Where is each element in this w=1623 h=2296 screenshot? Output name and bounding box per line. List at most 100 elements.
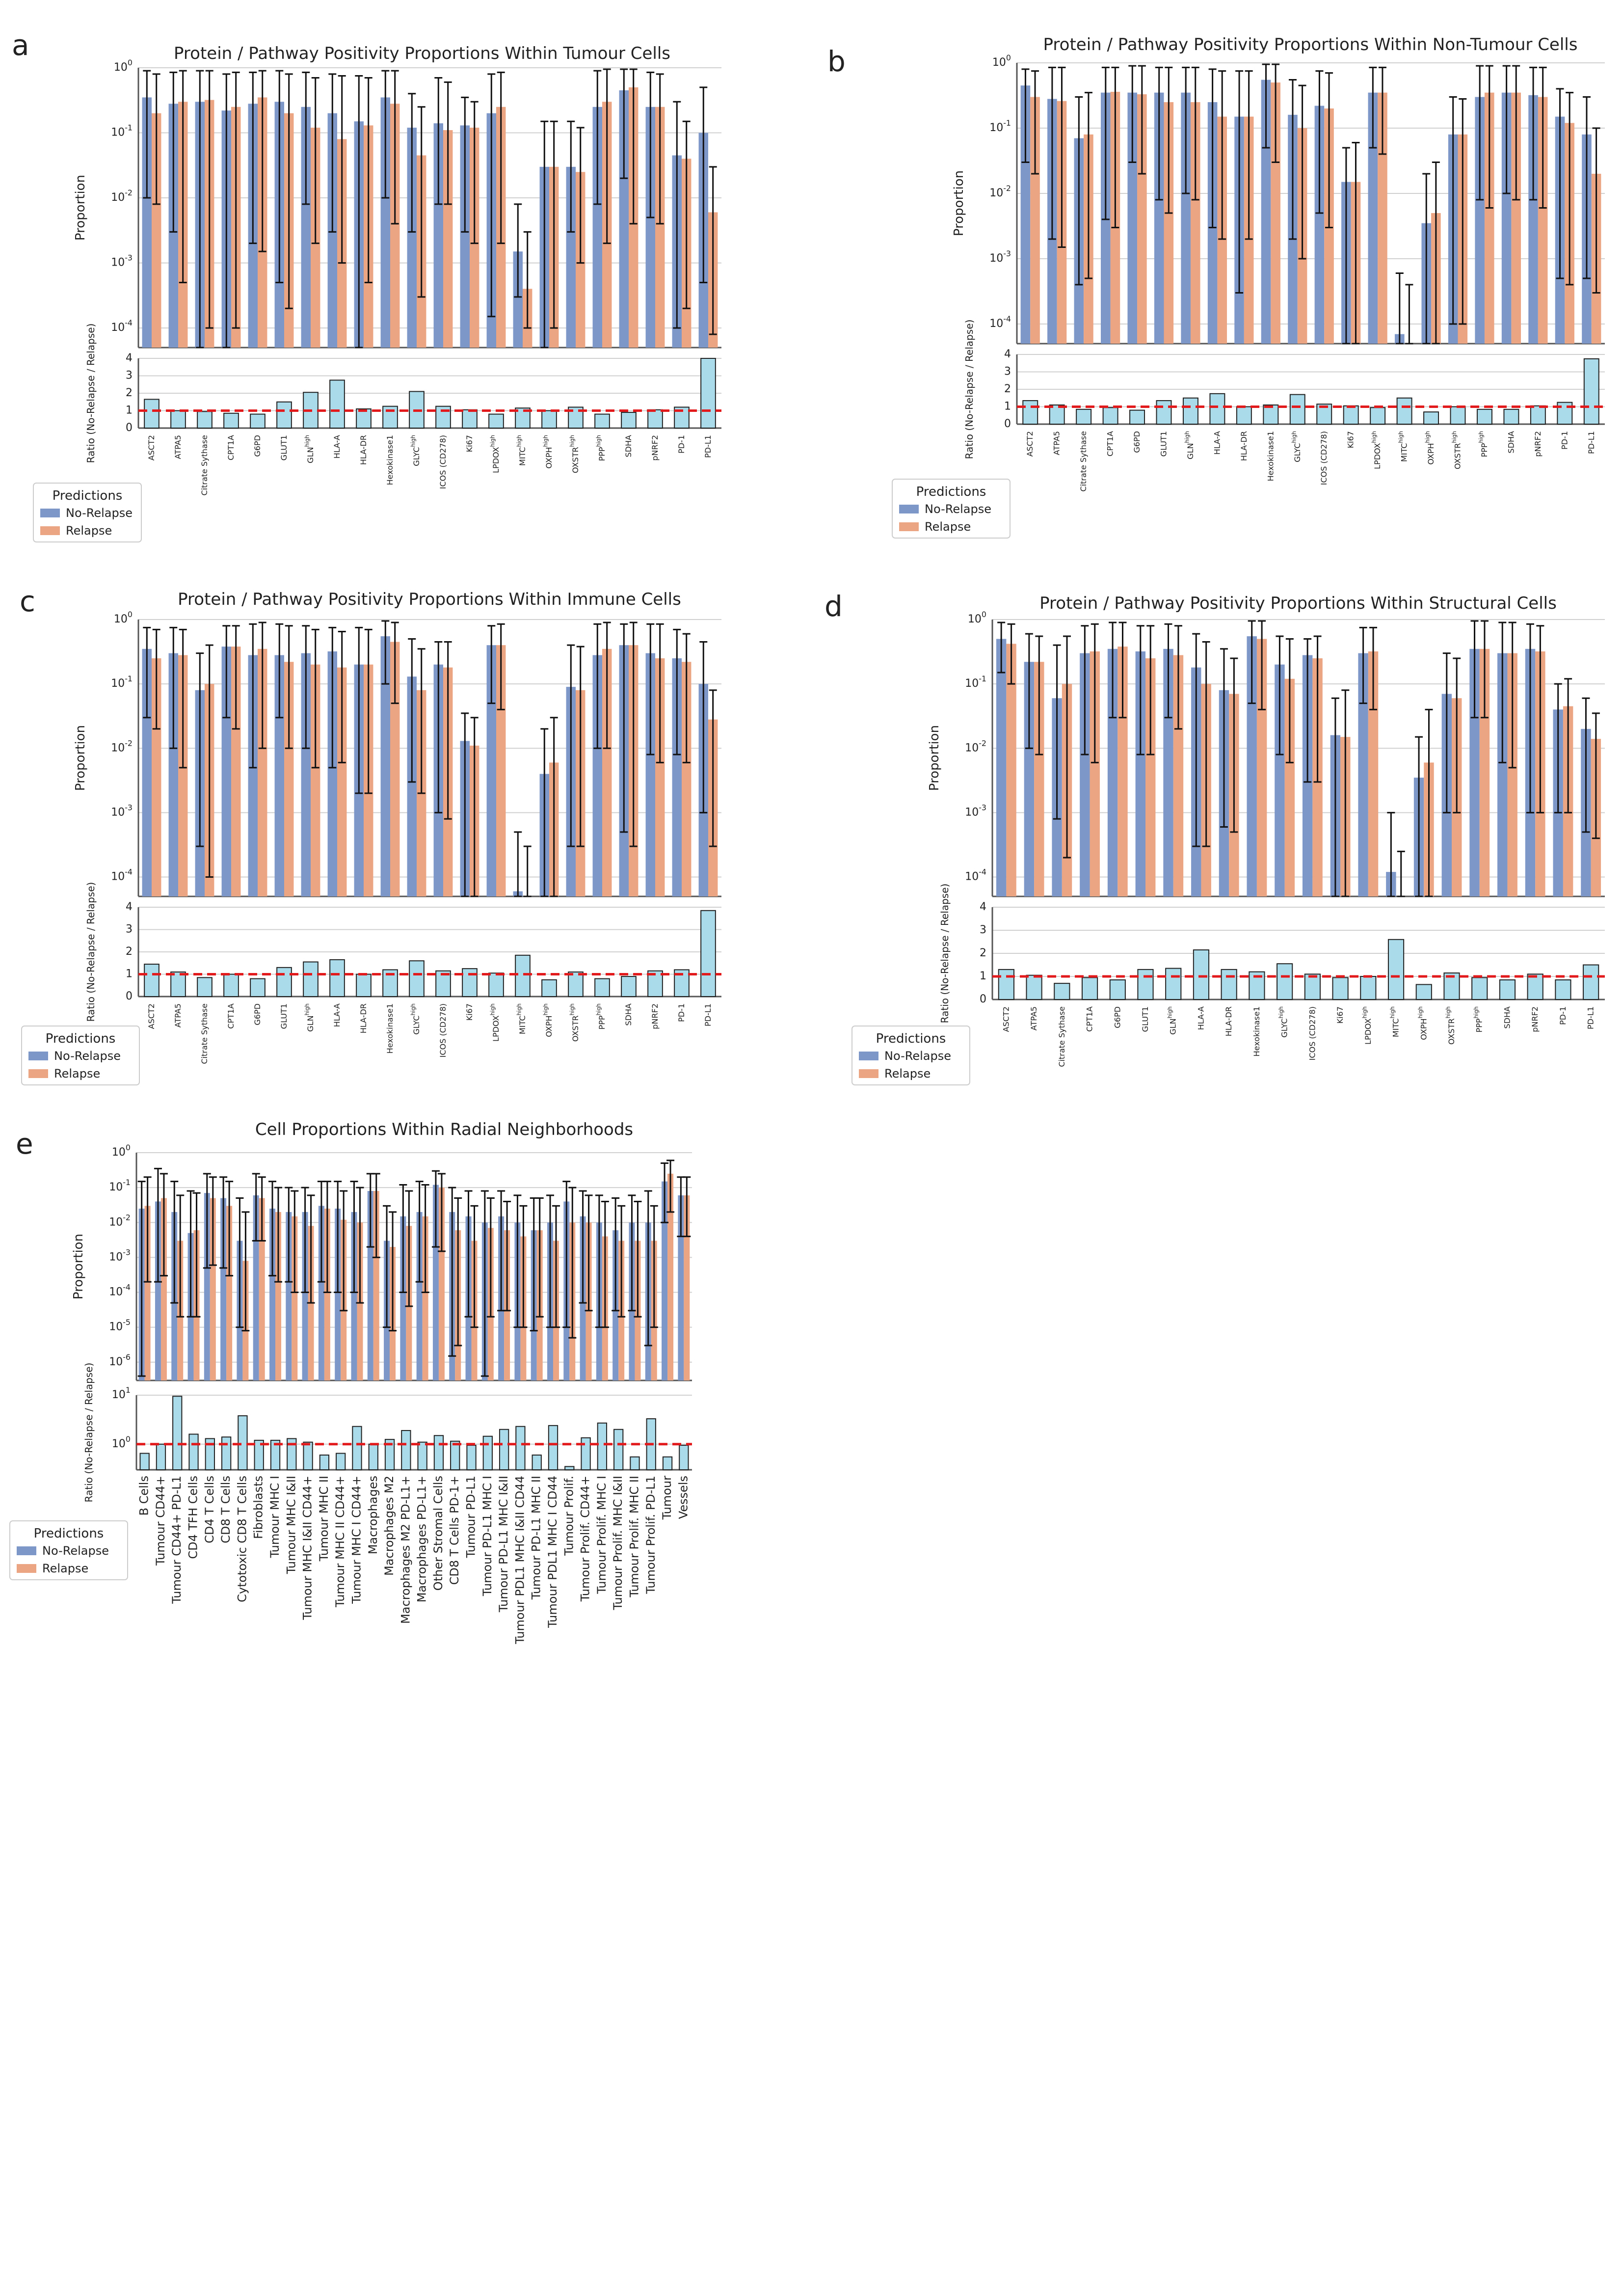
ratio-bar bbox=[1022, 400, 1038, 425]
ratio-bar bbox=[170, 971, 186, 997]
category-label: PD-1 bbox=[1560, 431, 1569, 450]
bar-no-relapse bbox=[1181, 92, 1191, 344]
category-label: ASCT2 bbox=[1025, 431, 1035, 457]
ratio-bar bbox=[597, 1422, 608, 1470]
ratio-tick-label: 2 bbox=[1004, 383, 1011, 395]
ratio-bar bbox=[1370, 407, 1386, 425]
ratio-bar bbox=[621, 976, 637, 998]
bar-no-relapse bbox=[1135, 651, 1145, 896]
bar-no-relapse bbox=[1358, 653, 1368, 896]
ratio-bar bbox=[499, 1429, 509, 1471]
ratio-bar bbox=[462, 968, 478, 997]
legend-swatch-no-relapse bbox=[28, 1052, 48, 1060]
category-label: OXSTRhigh bbox=[1451, 431, 1462, 469]
category-label: GLUT1 bbox=[1159, 431, 1168, 457]
category-label: HLA-DR bbox=[1239, 431, 1248, 461]
ratio-tick-label: 1 bbox=[980, 970, 986, 982]
category-label: GLNhigh bbox=[1167, 1006, 1177, 1035]
ratio-bar bbox=[1263, 404, 1279, 425]
y-tick-label: 10-2 bbox=[111, 188, 133, 204]
bar-no-relapse bbox=[1497, 653, 1508, 896]
bar-no-relapse bbox=[253, 1195, 259, 1380]
category-label: Hexokinase1 bbox=[1266, 431, 1275, 481]
legend-swatch-relapse bbox=[28, 1069, 48, 1078]
ratio-tick-label: 101 bbox=[112, 1385, 131, 1401]
ratio-bar bbox=[1129, 409, 1145, 425]
bar-relapse bbox=[160, 1198, 167, 1380]
bar-no-relapse bbox=[286, 1212, 292, 1380]
category-label: HLA-DR bbox=[359, 435, 368, 465]
chart-title: Protein / Pathway Positivity Proportions… bbox=[1039, 594, 1557, 613]
category-label: GLUT1 bbox=[279, 435, 289, 460]
bar-relapse bbox=[390, 104, 400, 348]
category-label: Tumour Prolif. bbox=[562, 1476, 576, 1556]
ratio-bar bbox=[1182, 397, 1198, 425]
bar-no-relapse bbox=[1501, 92, 1512, 344]
ratio-bar bbox=[998, 969, 1014, 1000]
ratio-bar bbox=[1499, 979, 1516, 1000]
category-label: CD4 TFH Cells bbox=[186, 1476, 200, 1559]
category-label: GLNhigh bbox=[1184, 431, 1195, 459]
ratio-bar bbox=[613, 1429, 624, 1471]
bar-no-relapse bbox=[142, 648, 152, 896]
category-label: OXSTRhigh bbox=[569, 435, 580, 473]
y-axis-label: Proportion bbox=[927, 725, 942, 791]
y-tick-label: 10-3 bbox=[989, 249, 1011, 265]
bar-relapse bbox=[1030, 97, 1040, 344]
ratio-bar bbox=[276, 967, 292, 997]
ratio-bar bbox=[144, 399, 160, 429]
bar-relapse bbox=[390, 642, 400, 896]
legend-box bbox=[892, 479, 1011, 539]
legend-c: Predictions No-Relapse Relapse bbox=[21, 1026, 140, 1085]
ratio-bar bbox=[254, 1439, 264, 1470]
bar-no-relapse bbox=[204, 1193, 210, 1380]
bar-relapse bbox=[226, 1206, 233, 1380]
legend-swatch-relapse bbox=[859, 1069, 878, 1078]
ratio-tick-label: 3 bbox=[126, 370, 133, 382]
ratio-bar bbox=[515, 1426, 526, 1470]
legend-swatch-no-relapse bbox=[899, 505, 919, 513]
y-tick-label: 100 bbox=[992, 53, 1011, 69]
ratio-tick-label: 4 bbox=[980, 901, 986, 913]
bar-relapse bbox=[1090, 651, 1100, 896]
category-label: Tumour bbox=[660, 1476, 674, 1520]
ratio-bar bbox=[250, 978, 266, 997]
bar-relapse bbox=[655, 658, 665, 896]
ratio-bar bbox=[1530, 405, 1546, 425]
ratio-bar bbox=[1277, 963, 1293, 1000]
bar-relapse bbox=[1368, 651, 1379, 896]
bar-no-relapse bbox=[407, 128, 417, 348]
ratio-tick-label: 0 bbox=[980, 993, 986, 1005]
bar-no-relapse bbox=[1107, 648, 1118, 896]
y-tick-label: 10-1 bbox=[965, 674, 986, 690]
ratio-bar bbox=[581, 1437, 591, 1471]
bar-no-relapse bbox=[220, 1198, 227, 1380]
bar-relapse bbox=[682, 662, 692, 896]
legend-label-no-relapse: No-Relapse bbox=[925, 502, 991, 516]
bar-no-relapse bbox=[1275, 664, 1285, 896]
bar-relapse bbox=[152, 658, 161, 896]
bar-no-relapse bbox=[662, 1181, 668, 1380]
bar-no-relapse bbox=[301, 653, 311, 896]
bar-no-relapse bbox=[400, 1216, 406, 1380]
ratio-tick-label: 1 bbox=[126, 968, 133, 980]
category-label: Tumour MHC I CD44+ bbox=[349, 1476, 363, 1604]
category-label: Ki67 bbox=[465, 1003, 474, 1021]
ratio-tick-label: 3 bbox=[126, 923, 133, 936]
bar-no-relapse bbox=[301, 107, 311, 348]
ratio-tick-label: 100 bbox=[112, 1434, 131, 1450]
ratio-bar bbox=[466, 1445, 477, 1471]
category-label: GLNhigh bbox=[304, 435, 315, 463]
legend-d: Predictions No-Relapse Relapse bbox=[851, 1026, 970, 1085]
bar-relapse bbox=[210, 1198, 216, 1380]
ratio-bar bbox=[488, 413, 504, 429]
bar-relapse bbox=[1256, 639, 1267, 896]
ratio-bar bbox=[1583, 358, 1599, 425]
y-tick-label: 10-2 bbox=[111, 738, 133, 754]
bar-relapse bbox=[496, 645, 506, 896]
bar-no-relapse bbox=[645, 107, 655, 348]
category-label: PD-L1 bbox=[703, 435, 713, 458]
panel-a-chart: Protein / Pathway Positivity Proportions… bbox=[73, 44, 721, 496]
bar-no-relapse bbox=[1020, 85, 1031, 344]
category-label: Tumour PD-L1 MHC I bbox=[480, 1476, 494, 1596]
